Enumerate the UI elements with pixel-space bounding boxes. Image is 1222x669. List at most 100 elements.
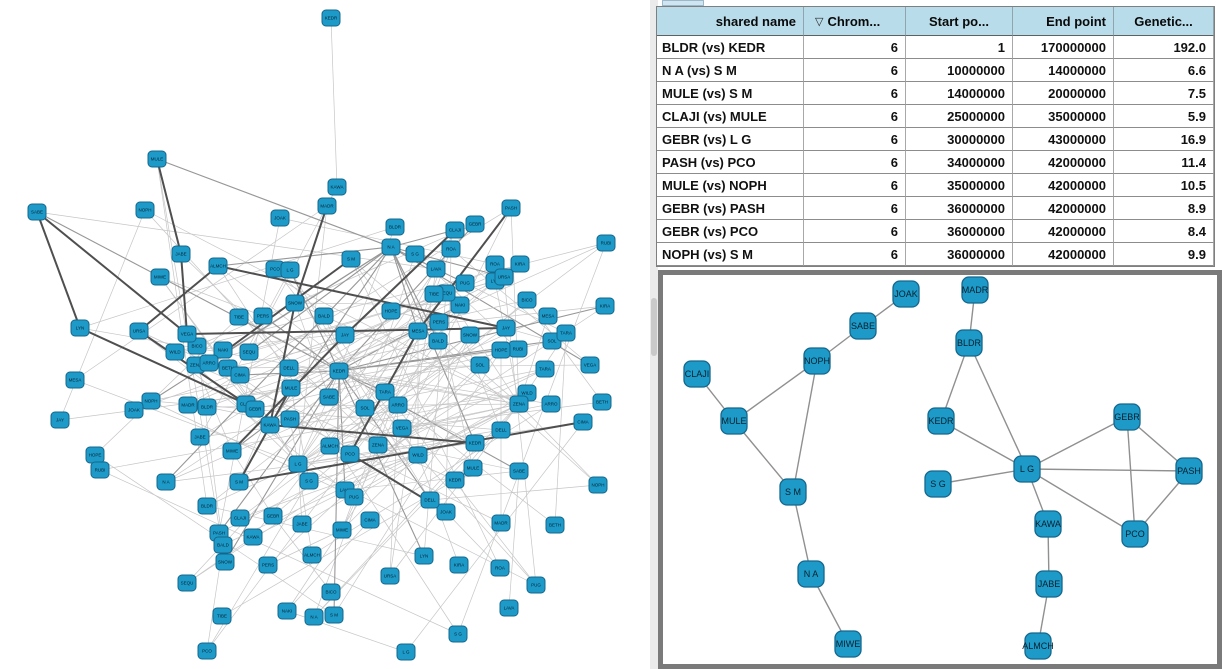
network-node[interactable]: CIMA [360,511,380,529]
network-node[interactable]: ALMCH [208,257,228,275]
table-cell[interactable]: 25000000 [906,105,1013,128]
network-node[interactable]: ARRO [388,396,408,414]
table-cell[interactable]: 8.9 [1114,197,1214,220]
network-node[interactable]: KEDR [321,9,341,27]
table-cell[interactable]: 6 [804,197,906,220]
table-cell[interactable]: 6 [804,82,906,105]
table-cell[interactable]: 9.9 [1114,243,1214,266]
network-node[interactable]: KEDR [329,362,349,380]
network-node[interactable]: KEDR [465,434,485,452]
table-row[interactable]: NOPH (vs) S M 6 36000000 42000000 9.9 [657,243,1214,266]
table-cell[interactable]: 6 [804,105,906,128]
network-node[interactable]: SNOW [215,553,235,571]
network-node[interactable]: KAWA [1034,510,1062,538]
network-node[interactable]: N A [304,608,324,626]
network-node[interactable]: CIMA [573,413,593,431]
table-cell[interactable]: 6 [804,36,906,59]
network-node[interactable]: VEGA [392,419,412,437]
network-node[interactable]: GEBR [465,215,485,233]
network-node[interactable]: BLDR [197,497,217,515]
network-node[interactable]: JABE [1035,570,1063,598]
table-cell[interactable]: 42000000 [1013,197,1114,220]
network-node[interactable]: TIBE [229,308,249,326]
table-cell[interactable]: 35000000 [1013,105,1114,128]
network-node[interactable]: PERS [253,307,273,325]
table-row[interactable]: MULE (vs) S M 6 14000000 20000000 7.5 [657,82,1214,105]
network-node[interactable]: JAY [496,319,516,337]
network-node[interactable]: GEBR [245,400,265,418]
network-node[interactable]: NAKI [450,296,470,314]
network-node[interactable]: PASH [280,410,300,428]
network-node[interactable]: NOPH [135,201,155,219]
network-node[interactable]: MADR [178,396,198,414]
network-node[interactable]: HOPE [381,302,401,320]
column-header-genetic-[interactable]: Genetic... [1114,7,1214,36]
table-cell[interactable]: MULE (vs) S M [657,82,804,105]
network-node[interactable]: L G [288,455,308,473]
network-node[interactable]: NOPH [803,347,831,375]
network-node[interactable]: DELL [279,359,299,377]
network-node[interactable]: GEBR [263,507,283,525]
network-node[interactable]: ARRO [199,354,219,372]
network-node[interactable]: L G [280,261,300,279]
table-cell[interactable]: 36000000 [906,243,1013,266]
network-node[interactable]: RUBI [508,340,528,358]
table-cell[interactable]: 35000000 [906,174,1013,197]
scrollbar-thumb[interactable] [651,298,657,356]
table-row[interactable]: BLDR (vs) KEDR 6 1 170000000 192.0 [657,36,1214,59]
network-node[interactable]: ROA [490,559,510,577]
network-node[interactable]: DELL [491,421,511,439]
network-node[interactable]: LAVA [499,599,519,617]
table-cell[interactable]: 1 [906,36,1013,59]
network-node[interactable]: PCO [340,445,360,463]
table-cell[interactable]: 10.5 [1114,174,1214,197]
network-node[interactable]: MADR [491,514,511,532]
filter-icon[interactable]: ▽ [815,15,824,28]
table-cell[interactable]: 6 [804,128,906,151]
network-node[interactable]: KAWA [243,528,263,546]
network-node[interactable]: KIRA [595,297,615,315]
column-header-shared-name[interactable]: shared name [657,7,804,36]
table-cell[interactable]: PASH (vs) PCO [657,151,804,174]
table-cell[interactable]: GEBR (vs) PCO [657,220,804,243]
table-cell[interactable]: NOPH (vs) S M [657,243,804,266]
network-node[interactable]: NOPH [588,476,608,494]
table-cell[interactable]: GEBR (vs) L G [657,128,804,151]
network-node[interactable]: KIRA [510,255,530,273]
table-cell[interactable]: 36000000 [906,220,1013,243]
network-node[interactable]: LAVA [426,260,446,278]
network-node[interactable]: URSA [129,322,149,340]
network-node[interactable]: TARA [556,324,576,342]
network-node[interactable]: SABE [319,388,339,406]
network-node[interactable]: LYN [414,547,434,565]
network-node[interactable]: SOL [470,356,490,374]
network-node[interactable]: CLAJI [683,360,711,388]
network-node[interactable]: KEDR [445,471,465,489]
network-node[interactable]: JOAK [124,401,144,419]
network-node[interactable]: URSA [494,268,514,286]
network-node[interactable]: HOPE [85,446,105,464]
table-cell[interactable]: 14000000 [1013,59,1114,82]
network-node[interactable]: MESA [408,322,428,340]
table-cell[interactable]: 6 [804,151,906,174]
table-cell[interactable]: 5.9 [1114,105,1214,128]
network-node[interactable]: WILD [408,446,428,464]
network-node[interactable]: JOAK [892,280,920,308]
network-node[interactable]: NOPH [141,392,161,410]
network-node[interactable]: N A [156,473,176,491]
network-node[interactable]: BLDR [385,218,405,236]
network-node[interactable]: BLDR [197,398,217,416]
network-node[interactable]: MESA [538,307,558,325]
network-node[interactable]: L G [1013,455,1041,483]
table-cell[interactable]: 11.4 [1114,151,1214,174]
network-node[interactable]: MADR [961,276,989,304]
network-node[interactable]: ALMCH [320,437,340,455]
network-node[interactable]: MULE [281,379,301,397]
table-cell[interactable]: 6.6 [1114,59,1214,82]
network-node[interactable]: SNOW [460,326,480,344]
scrollbar-fragment[interactable] [662,0,704,6]
network-node[interactable]: ZENA [368,436,388,454]
table-cell[interactable]: CLAJI (vs) MULE [657,105,804,128]
table-row[interactable]: PASH (vs) PCO 6 34000000 42000000 11.4 [657,151,1214,174]
network-node[interactable]: PASH [1175,457,1203,485]
